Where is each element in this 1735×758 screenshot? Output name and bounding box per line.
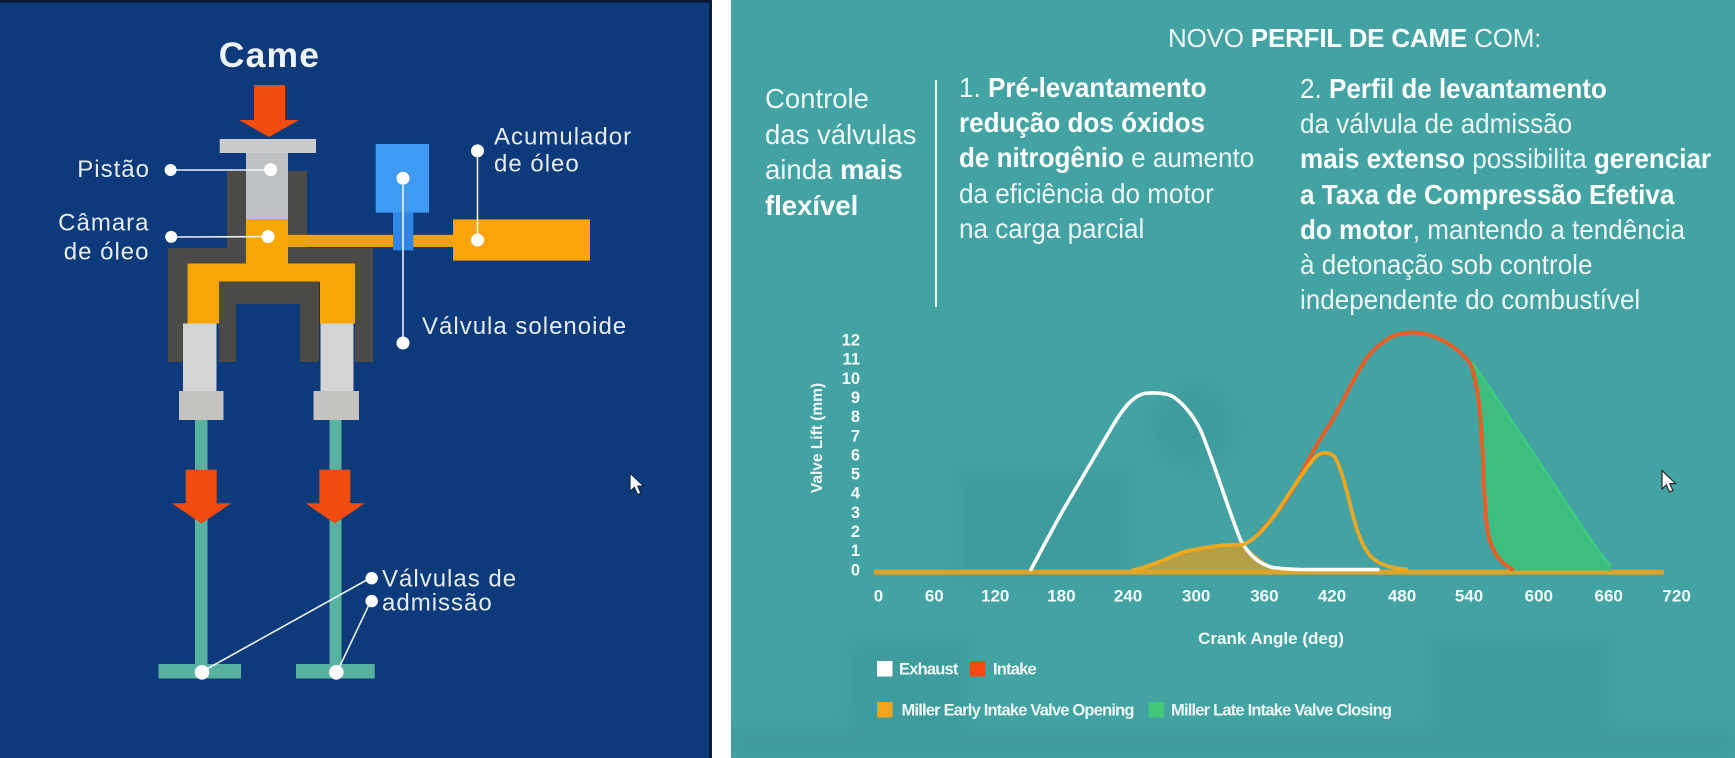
svg-text:Came: Came — [219, 35, 321, 75]
svg-text:5: 5 — [851, 466, 860, 484]
svg-text:Acumulador: Acumulador — [494, 124, 632, 151]
svg-text:9: 9 — [851, 389, 860, 407]
svg-text:540: 540 — [1455, 587, 1483, 606]
svg-text:3: 3 — [851, 504, 860, 522]
svg-text:10: 10 — [842, 370, 860, 388]
svg-text:6: 6 — [851, 446, 860, 464]
svg-text:12: 12 — [842, 332, 860, 350]
svg-text:660: 660 — [1595, 587, 1623, 606]
svg-text:420: 420 — [1318, 587, 1346, 606]
svg-text:7: 7 — [851, 427, 860, 445]
svg-text:Crank Angle (deg): Crank Angle (deg) — [1198, 629, 1344, 648]
svg-text:720: 720 — [1662, 587, 1690, 606]
svg-text:0: 0 — [874, 587, 883, 606]
svg-text:8: 8 — [851, 408, 860, 426]
svg-text:600: 600 — [1525, 587, 1553, 606]
svg-text:180: 180 — [1047, 587, 1075, 606]
svg-text:Válvula solenoide: Válvula solenoide — [422, 313, 627, 340]
svg-text:Intake: Intake — [993, 661, 1037, 679]
svg-text:Válvulas de: Válvulas de — [382, 566, 517, 593]
svg-text:de óleo: de óleo — [494, 151, 580, 178]
svg-text:240: 240 — [1114, 587, 1142, 606]
svg-text:de óleo: de óleo — [64, 239, 150, 266]
svg-text:60: 60 — [925, 587, 944, 606]
svg-text:360: 360 — [1250, 587, 1278, 606]
svg-text:11: 11 — [843, 351, 860, 369]
svg-text:1: 1 — [851, 542, 860, 560]
svg-text:Câmara: Câmara — [58, 210, 149, 237]
svg-text:admissão: admissão — [382, 590, 493, 617]
svg-text:4: 4 — [851, 485, 861, 503]
svg-text:0: 0 — [851, 561, 860, 579]
svg-text:Miller Early Intake Valve Open: Miller Early Intake Valve Opening — [902, 702, 1134, 720]
svg-text:2: 2 — [851, 523, 860, 541]
svg-text:Miller Late Intake Valve Closi: Miller Late Intake Valve Closing — [1171, 702, 1391, 720]
svg-text:Pistão: Pistão — [77, 156, 150, 183]
svg-text:Exhaust: Exhaust — [899, 661, 959, 679]
svg-text:300: 300 — [1182, 587, 1210, 606]
svg-text:480: 480 — [1388, 587, 1416, 606]
svg-text:120: 120 — [981, 587, 1009, 606]
svg-text:Valve Lift (mm): Valve Lift (mm) — [809, 383, 826, 493]
